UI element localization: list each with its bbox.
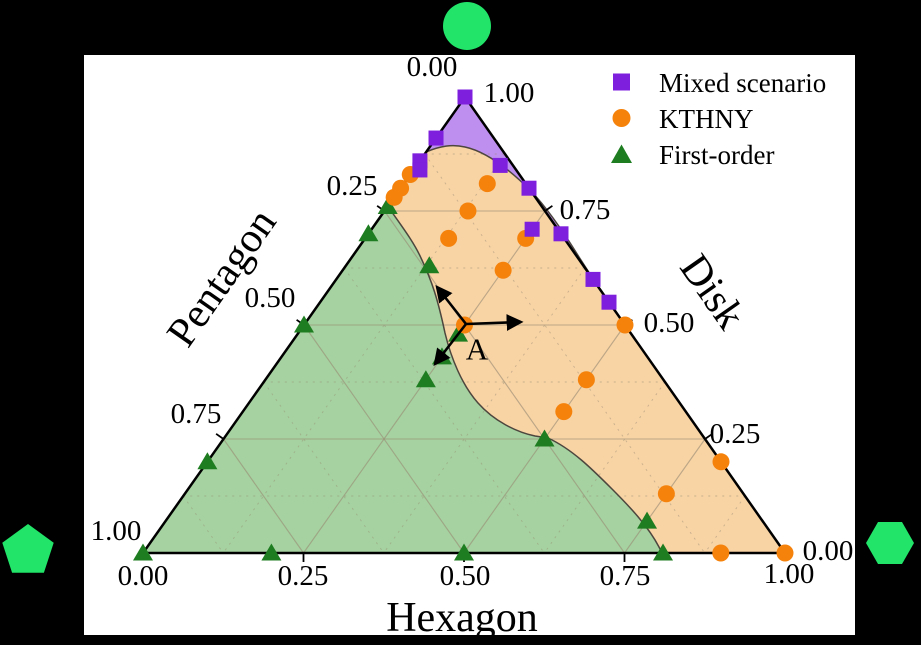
axis-tick bbox=[544, 205, 553, 212]
marker-mixed-scenario bbox=[492, 157, 508, 173]
axis-title-hexagon: Hexagon bbox=[386, 595, 538, 641]
tick-label: 1.00 bbox=[484, 77, 535, 109]
boundary-first-order-kthny bbox=[386, 204, 663, 554]
disk-axis-tick-labels: 1.00 0.75 0.50 0.25 0.00 bbox=[484, 77, 854, 567]
marker-kthny bbox=[459, 202, 477, 220]
marker-first-order bbox=[197, 452, 218, 470]
marker-mixed-scenario bbox=[553, 226, 569, 242]
marker-mixed-scenario bbox=[412, 162, 428, 178]
legend-circle-icon bbox=[612, 109, 631, 127]
marker-first-order bbox=[358, 224, 379, 242]
tick-label: 0.25 bbox=[327, 170, 378, 202]
tick-label: 0.50 bbox=[440, 560, 491, 592]
pentagon-axis-tick-labels: 0.00 0.25 0.50 0.75 1.00 bbox=[91, 51, 458, 547]
marker-first-order bbox=[294, 315, 314, 333]
marker-mixed-scenario bbox=[601, 294, 617, 310]
legend-label-first-order: First-order bbox=[659, 140, 774, 170]
region-first-order bbox=[143, 205, 662, 553]
tick-label: 1.00 bbox=[91, 515, 142, 547]
point-a-label: A bbox=[466, 332, 489, 367]
tick-label: 0.75 bbox=[171, 398, 222, 430]
marker-mixed-scenario bbox=[457, 89, 473, 105]
gridline bbox=[222, 153, 506, 554]
tick-label: 0.50 bbox=[245, 282, 296, 314]
hexagon-corner-icon bbox=[866, 522, 914, 564]
marker-first-order bbox=[377, 196, 398, 214]
marker-kthny bbox=[712, 544, 730, 562]
gridline bbox=[303, 324, 465, 554]
tick-label: 0.50 bbox=[644, 307, 695, 339]
arrow-up-left-icon bbox=[435, 285, 468, 325]
axis-tick bbox=[215, 433, 225, 440]
arrow-right-icon bbox=[465, 314, 524, 331]
tick-label: 0.25 bbox=[278, 560, 329, 592]
marker-kthny bbox=[440, 229, 458, 247]
marker-kthny bbox=[776, 544, 794, 562]
gridline bbox=[223, 438, 304, 554]
marker-first-order bbox=[419, 256, 440, 274]
marker-mixed-scenario bbox=[524, 221, 540, 237]
hexagon-axis-tick-labels: 0.00 0.25 0.50 0.75 1.00 bbox=[118, 558, 815, 592]
arrow-down-left-icon bbox=[433, 323, 468, 367]
marker-mixed-scenario bbox=[428, 130, 444, 146]
marker-first-order bbox=[653, 543, 674, 561]
marker-mixed-scenario bbox=[585, 271, 601, 287]
tick-label: 0.75 bbox=[560, 194, 611, 226]
marker-kthny bbox=[712, 453, 730, 471]
legend-label-kthny: KTHNY bbox=[659, 104, 754, 134]
tick-label: 1.00 bbox=[764, 558, 815, 590]
tick-label: 0.00 bbox=[407, 51, 458, 83]
tick-label: 0.00 bbox=[118, 560, 169, 592]
marker-first-order bbox=[133, 543, 153, 561]
marker-mixed-scenario bbox=[521, 180, 537, 196]
tick-label: 0.75 bbox=[600, 560, 651, 592]
marker-first-order bbox=[261, 543, 282, 561]
annotation-A: A bbox=[433, 285, 524, 367]
marker-first-order bbox=[415, 370, 436, 388]
marker-first-order bbox=[454, 543, 474, 561]
legend-square-icon bbox=[613, 73, 630, 91]
marker-kthny bbox=[385, 188, 403, 206]
marker-kthny bbox=[577, 371, 595, 389]
marker-kthny bbox=[494, 261, 512, 279]
legend-triangle-icon bbox=[611, 144, 632, 163]
marker-kthny bbox=[616, 316, 634, 334]
marker-first-order bbox=[637, 511, 658, 529]
marker-kthny bbox=[478, 175, 496, 193]
marker-kthny bbox=[657, 485, 675, 503]
marker-kthny bbox=[555, 403, 573, 421]
tick-label: 0.25 bbox=[710, 418, 761, 450]
disk-corner-circle-icon bbox=[443, 2, 491, 50]
tick-label: 0.00 bbox=[803, 535, 854, 567]
region-mixed-scenario bbox=[426, 97, 590, 274]
legend: Mixed scenario KTHNY First-order bbox=[611, 68, 826, 170]
pentagon-corner-icon bbox=[2, 524, 54, 573]
legend-label-mixed-scenario: Mixed scenario bbox=[659, 68, 826, 98]
marker-first-order bbox=[534, 429, 555, 447]
gridline bbox=[424, 153, 706, 554]
axis-tick bbox=[704, 433, 713, 440]
